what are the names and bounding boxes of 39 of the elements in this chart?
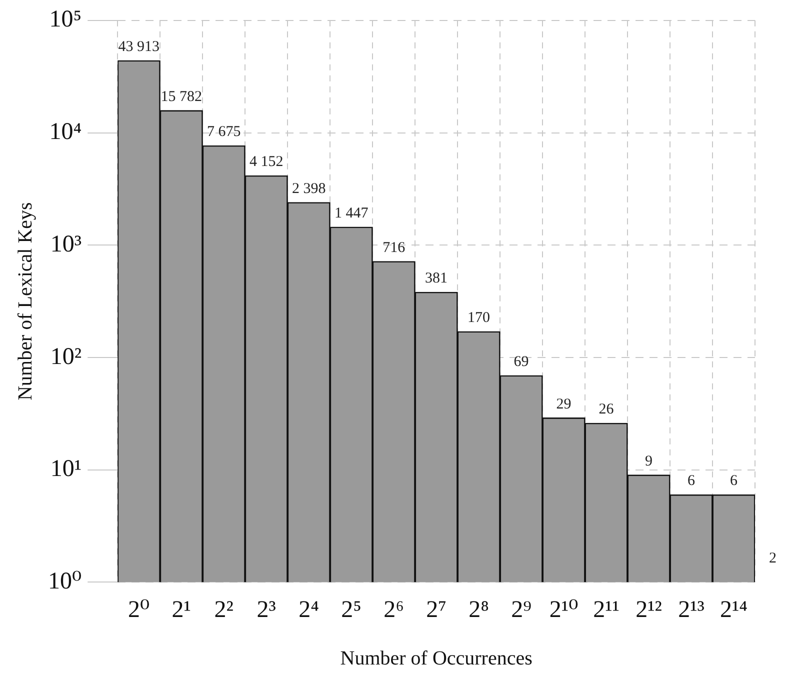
- data-label: 716: [382, 240, 406, 256]
- data-label: 29: [556, 396, 572, 412]
- x-tick-label: 2⁰: [128, 596, 150, 623]
- x-tick-label: 2⁵: [341, 596, 362, 623]
- data-label: 1 447: [334, 206, 369, 222]
- x-tick-label: 2⁶: [384, 596, 404, 623]
- x-tick-label: 2⁹: [511, 596, 532, 623]
- x-tick-label: 2¹³: [678, 596, 704, 623]
- x-tick-label: 2¹¹: [593, 596, 620, 623]
- data-label: 9: [645, 453, 653, 470]
- text: 2: [769, 550, 776, 566]
- data-label: 69: [514, 354, 529, 370]
- x-tick-label: 2¹: [172, 596, 191, 623]
- x-tick-label: 2¹⁰: [549, 596, 578, 623]
- data-label: 43 913: [118, 38, 160, 55]
- y-tick-label: 10⁰: [48, 568, 82, 594]
- x-tick-label: 2¹²: [636, 596, 662, 623]
- data-label: 381: [425, 270, 448, 287]
- data-label: 6: [730, 473, 738, 490]
- y-tick-label: 10²: [50, 344, 82, 370]
- y-axis-title: Number of Lexical Keys: [14, 202, 36, 400]
- y-tick-label: 10⁵: [49, 6, 82, 33]
- x-axis-title: Number of Occurrences: [340, 647, 533, 670]
- data-label: 2 398: [292, 180, 326, 197]
- y-tick-label: 10¹: [50, 456, 82, 482]
- x-tick-label: 2⁸: [468, 596, 489, 623]
- y-tick-label: 10³: [50, 231, 82, 258]
- data-label: 7 675: [206, 124, 241, 140]
- x-tick-label: 2²: [214, 596, 234, 623]
- y-tick-label: 10⁴: [49, 119, 82, 146]
- x-tick-label: 2⁷: [426, 596, 446, 623]
- x-tick-label: 2¹⁴: [720, 596, 748, 623]
- x-tick-label: 2³: [256, 596, 276, 623]
- data-label: 6: [688, 473, 696, 490]
- data-label: 15 782: [160, 88, 202, 105]
- data-label: 170: [468, 310, 490, 326]
- data-label: 26: [598, 402, 614, 418]
- data-label: 4 152: [249, 154, 284, 170]
- x-tick-label: 2⁴: [298, 596, 320, 623]
